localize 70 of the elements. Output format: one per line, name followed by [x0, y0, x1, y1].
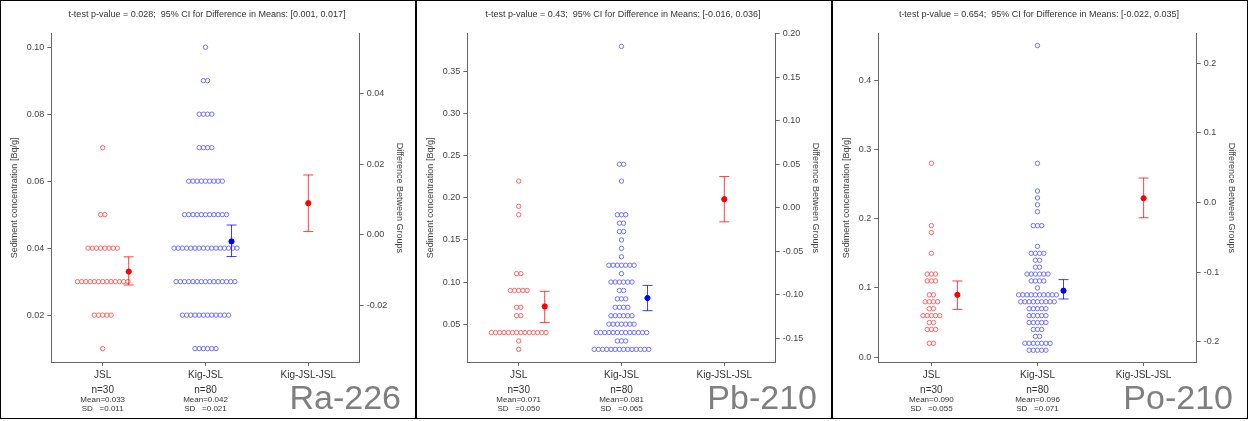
x-tick-label: Kig-JSL: [603, 368, 640, 380]
text: Mean=0.071: [496, 395, 542, 405]
y2-tick-label: 0.00: [782, 202, 801, 213]
text: Mean=0.081: [599, 395, 645, 405]
text: n=80: [610, 383, 634, 395]
x-tick-label: Kig-JSL-JSL: [280, 368, 337, 380]
y-tick-label: 0.06: [26, 175, 45, 186]
y2-tick-label: 0.05: [782, 158, 801, 169]
y2-tick-label: 0.02: [366, 158, 385, 169]
text: SD =0.011: [81, 404, 125, 414]
x-tick-label: Kig-JSL-JSL: [696, 368, 753, 380]
y2-tick-label: -0.05: [782, 245, 804, 256]
y-tick-label: 0.08: [26, 108, 45, 119]
text: SD =0.065: [600, 404, 644, 414]
y-tick-label: 0.05: [442, 318, 461, 329]
y-axis-title: Sediment concentration [Bq/g]: [8, 137, 19, 259]
y2-tick-label: -0.15: [782, 332, 804, 343]
chart-title: t-test p-value = 0.654; 95% CI for Difference in Means: [-0.022, 0.035]: [898, 8, 1180, 19]
y-tick-label: 0.3: [858, 143, 872, 154]
y2-axis-title: Difference Between Groups: [395, 142, 406, 254]
y-tick-label: 0.0: [858, 351, 872, 362]
y-tick-label: 0.02: [26, 309, 45, 320]
chart-title: t-test p-value = 0.028; 95% CI for Difference in Means: [0.001, 0.017]: [68, 8, 346, 19]
y2-tick-label: -0.10: [782, 289, 804, 300]
y2-tick-label: 0.0: [1203, 196, 1217, 207]
y2-tick-label: 0.20: [782, 28, 801, 39]
text: SD =0.055: [910, 404, 954, 414]
y2-tick-label: 0.1: [1203, 127, 1217, 138]
y-tick-label: 0.10: [26, 41, 45, 52]
chart-title: t-test p-value = 0.43; 95% CI for Difference in Means: [-0.016, 0.036]: [485, 8, 761, 19]
y-tick-label: 0.4: [858, 74, 872, 85]
y2-tick-label: -0.2: [1203, 336, 1220, 347]
x-tick-label: JSL: [510, 368, 528, 380]
text: n=30: [920, 383, 944, 395]
text: n=30: [507, 383, 531, 395]
y-axis-title: Sediment concentration [Bq/g]: [840, 137, 851, 259]
y2-tick-label: 0.15: [782, 71, 801, 82]
text: SD =0.071: [1016, 404, 1060, 414]
y-tick-label: 0.25: [442, 150, 461, 161]
text: SD =0.021: [184, 404, 228, 414]
y-tick-label: 0.2: [858, 213, 872, 224]
y2-axis-title: Difference Between Groups: [1227, 142, 1238, 254]
y2-tick-label: -0.02: [366, 300, 388, 311]
y2-axis-title: Difference Between Groups: [811, 142, 822, 254]
text: Mean=0.033: [80, 395, 126, 405]
x-tick-label: JSL: [922, 368, 941, 380]
x-tick-label: JSL: [94, 368, 112, 380]
text: Mean=0.042: [183, 395, 229, 405]
y-tick-label: 0.30: [442, 108, 461, 119]
y2-tick-label: -0.1: [1203, 266, 1220, 277]
x-tick-label: Kig-JSL: [187, 368, 224, 380]
y-tick-label: 0.1: [858, 282, 872, 293]
y-tick-label: 0.10: [442, 276, 461, 287]
text: Mean=0.090: [909, 395, 955, 405]
text: n=80: [1026, 383, 1050, 395]
text: Mean=0.096: [1015, 395, 1061, 405]
x-tick-label: Kig-JSL: [1019, 368, 1056, 380]
y-tick-label: 0.15: [442, 234, 461, 245]
y2-tick-label: 0.2: [1203, 57, 1217, 68]
y2-tick-label: 0.10: [782, 115, 801, 126]
y-tick-label: 0.20: [442, 192, 461, 203]
y2-tick-label: 0.04: [366, 88, 385, 99]
text: SD =0.050: [497, 404, 541, 414]
y-tick-label: 0.35: [442, 66, 461, 77]
y2-tick-label: 0.00: [366, 229, 385, 240]
text: n=30: [91, 383, 115, 395]
y-axis-title: Sediment concentration [Bq/g]: [424, 137, 435, 259]
x-tick-label: Kig-JSL-JSL: [1115, 368, 1172, 380]
text: n=80: [194, 383, 218, 395]
y-tick-label: 0.04: [26, 242, 45, 253]
